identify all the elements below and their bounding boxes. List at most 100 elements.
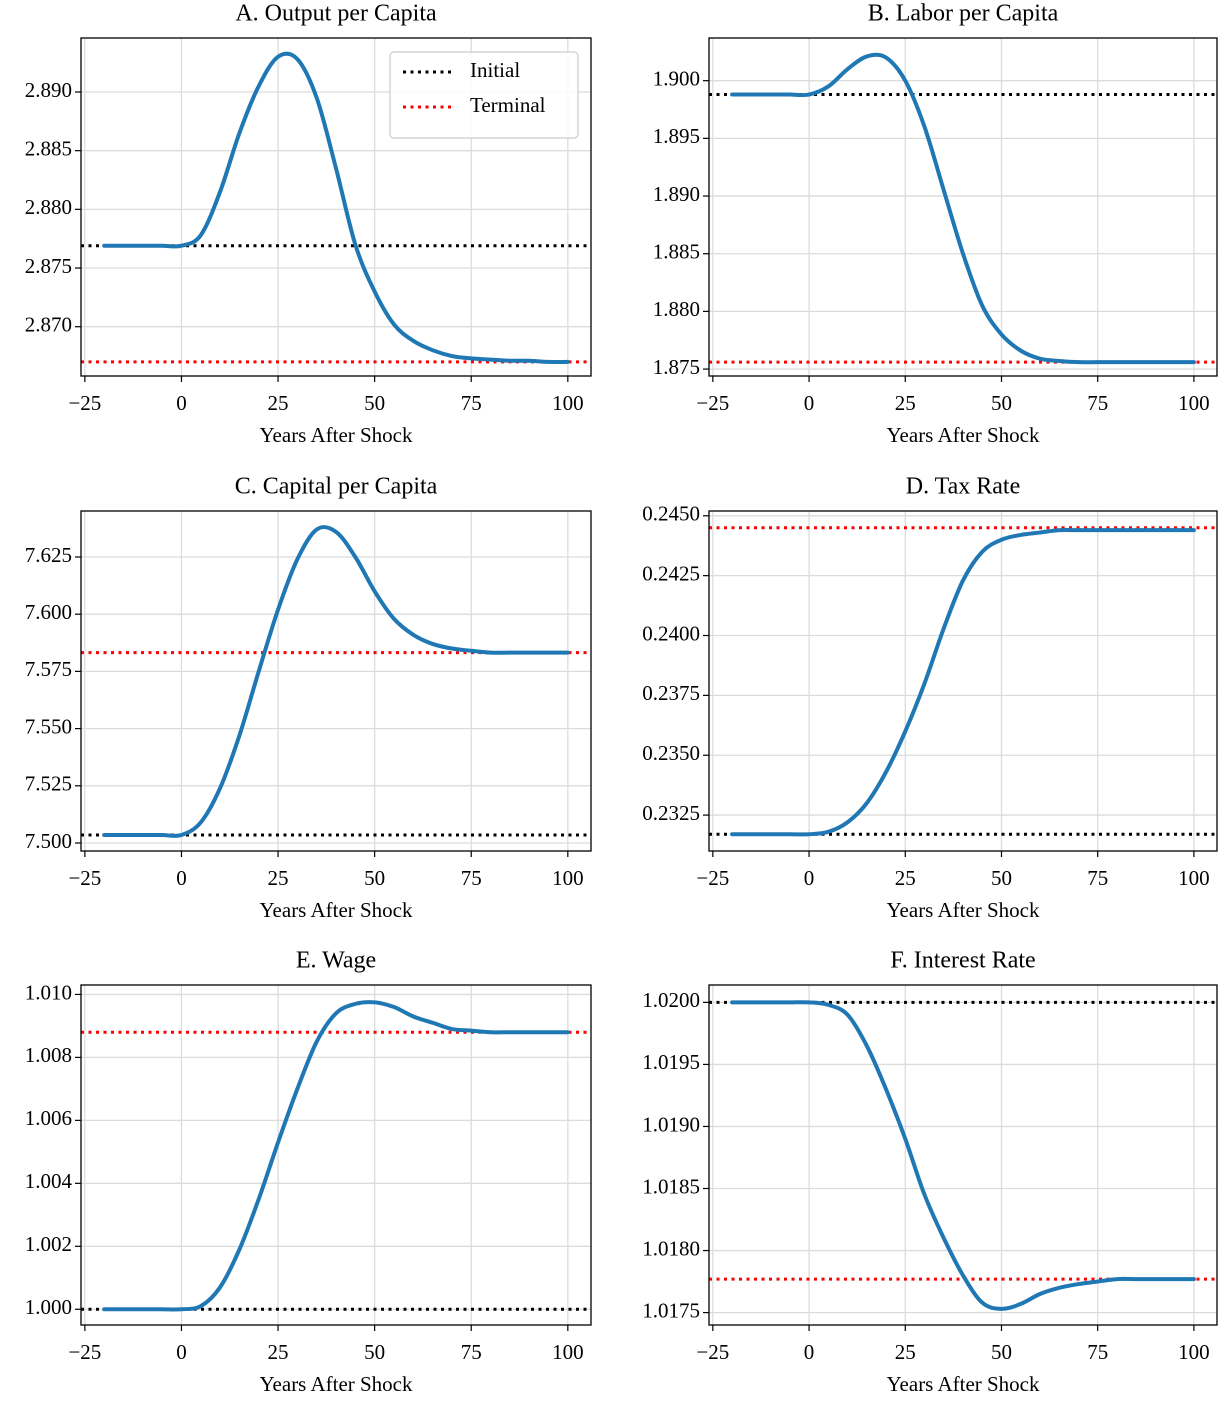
y-tick-label: 1.0180	[642, 1236, 700, 1260]
x-tick-label: 100	[552, 1340, 584, 1364]
x-axis-label: Years After Shock	[886, 898, 1040, 922]
x-tick-label: 50	[991, 866, 1012, 890]
y-tick-label: 1.0195	[642, 1050, 700, 1074]
subplot: E. Wage Years After Shock −25 0 25 50 75 100 1.0…	[25, 948, 592, 1396]
x-tick-label: 0	[176, 391, 187, 415]
data-line	[102, 1000, 570, 1312]
subplot: B. Labor per Capita Years After Shock −25 0…	[653, 1, 1218, 447]
y-tick-label: 1.0200	[642, 988, 700, 1012]
y-tick-label: 0.2400	[642, 621, 700, 645]
x-tick-label: 25	[895, 391, 916, 415]
x-tick-label: 50	[364, 1340, 385, 1364]
x-tick-label: 25	[895, 1340, 916, 1364]
subplot-title: E. Wage	[296, 948, 376, 974]
x-tick-label: −25	[696, 391, 729, 415]
x-axis-label: Years After Shock	[886, 423, 1040, 447]
x-tick-label: −25	[68, 391, 101, 415]
data-line	[730, 52, 1196, 365]
x-tick-label: 75	[461, 1340, 482, 1364]
y-tick-label: 1.890	[653, 182, 700, 206]
x-tick-label: 100	[1178, 1340, 1210, 1364]
y-tick-label: 1.0185	[642, 1174, 700, 1198]
axes-frame	[708, 510, 1218, 852]
axes-frame	[80, 510, 592, 852]
y-tick-label: 2.870	[25, 313, 72, 337]
subplot: C. Capital per Capita Years After Shock −2…	[25, 474, 592, 922]
y-tick-label: 7.575	[25, 657, 72, 681]
y-tick-label: 1.002	[25, 1232, 72, 1256]
y-tick-label: 1.0175	[642, 1298, 700, 1322]
y-tick-label: 0.2450	[642, 502, 700, 526]
axes-frame	[80, 37, 592, 377]
x-axis-label: Years After Shock	[886, 1372, 1040, 1396]
x-tick-label: 50	[991, 391, 1012, 415]
data-line	[730, 1000, 1196, 1311]
legend-box	[389, 51, 579, 139]
y-tick-label: 7.625	[25, 543, 72, 567]
x-tick-label: 0	[804, 866, 815, 890]
x-tick-label: 75	[1087, 391, 1108, 415]
x-axis-label: Years After Shock	[259, 1372, 413, 1396]
x-tick-label: 0	[176, 866, 187, 890]
x-tick-label: −25	[696, 1340, 729, 1364]
y-tick-label: 1.000	[25, 1295, 72, 1319]
y-tick-label: 1.006	[25, 1106, 72, 1130]
x-tick-label: 75	[1087, 1340, 1108, 1364]
x-tick-label: 25	[268, 866, 289, 890]
y-tick-label: 1.895	[653, 124, 700, 148]
x-tick-label: 100	[552, 391, 584, 415]
x-tick-label: 25	[268, 391, 289, 415]
y-tick-label: 1.880	[653, 297, 700, 321]
legend-label: Terminal	[470, 93, 546, 117]
subplot-title: F. Interest Rate	[890, 948, 1035, 974]
y-tick-label: 1.885	[653, 240, 700, 264]
x-axis-label: Years After Shock	[259, 423, 413, 447]
y-tick-label: 7.550	[25, 714, 72, 738]
y-tick-label: 7.600	[25, 600, 72, 624]
subplot-title: B. Labor per Capita	[868, 1, 1059, 27]
x-tick-label: 0	[804, 391, 815, 415]
x-tick-label: 75	[461, 866, 482, 890]
y-tick-label: 7.525	[25, 772, 72, 796]
data-line	[102, 51, 570, 365]
y-tick-label: 0.2325	[642, 801, 700, 825]
data-line	[102, 525, 570, 838]
y-tick-label: 1.0190	[642, 1112, 700, 1136]
data-line	[730, 527, 1196, 837]
subplot: A. Output per Capita Years After Shock −25…	[25, 1, 592, 447]
subplot: F. Interest Rate Years After Shock −25 0 25 5…	[642, 948, 1218, 1396]
subplot-title: D. Tax Rate	[906, 474, 1021, 500]
y-tick-label: 0.2350	[642, 741, 700, 765]
x-tick-label: 75	[1087, 866, 1108, 890]
x-tick-label: 25	[895, 866, 916, 890]
x-tick-label: 0	[176, 1340, 187, 1364]
x-axis-label: Years After Shock	[259, 898, 413, 922]
legend-label: Initial	[470, 58, 520, 82]
y-tick-label: 2.885	[25, 136, 72, 160]
x-tick-label: −25	[68, 866, 101, 890]
x-tick-label: 50	[364, 866, 385, 890]
y-tick-label: 1.008	[25, 1043, 72, 1067]
y-tick-label: 2.890	[25, 78, 72, 102]
y-tick-label: 7.500	[25, 829, 72, 853]
y-tick-label: 1.004	[25, 1169, 73, 1193]
x-tick-label: 50	[364, 391, 385, 415]
y-tick-label: 1.010	[25, 980, 72, 1004]
x-tick-label: 25	[268, 1340, 289, 1364]
x-tick-label: 100	[552, 866, 584, 890]
subplot-title: C. Capital per Capita	[235, 474, 438, 500]
axes-frame	[708, 37, 1218, 377]
x-tick-label: 75	[461, 391, 482, 415]
x-tick-label: −25	[68, 1340, 101, 1364]
x-tick-label: 100	[1178, 866, 1210, 890]
subplot: D. Tax Rate Years After Shock −25 0 25 50 75 10…	[642, 474, 1218, 922]
y-tick-label: 2.880	[25, 195, 72, 219]
x-tick-label: 50	[991, 1340, 1012, 1364]
x-tick-label: −25	[696, 866, 729, 890]
x-tick-label: 100	[1178, 391, 1210, 415]
axes-frame	[80, 984, 592, 1326]
y-tick-label: 2.875	[25, 254, 72, 278]
x-tick-label: 0	[804, 1340, 815, 1364]
y-tick-label: 0.2375	[642, 681, 700, 705]
